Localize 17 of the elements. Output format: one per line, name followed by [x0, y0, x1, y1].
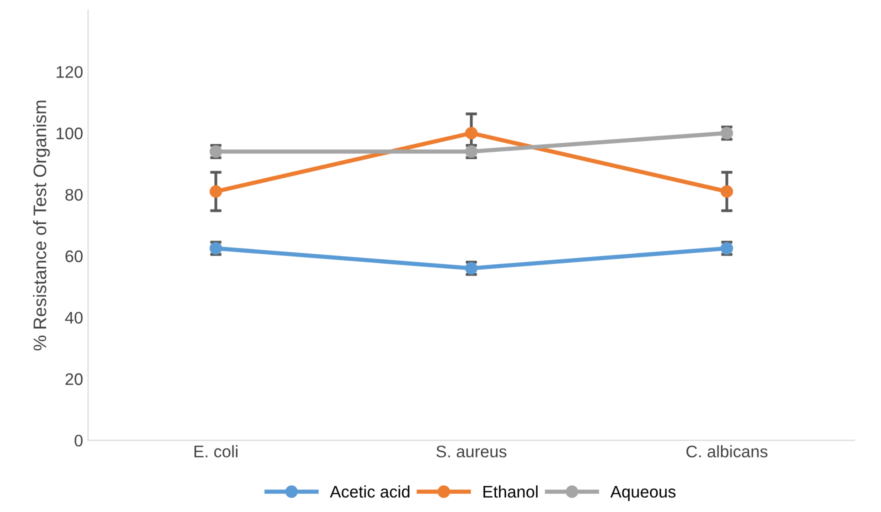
y-tick-label: 0 [74, 434, 83, 447]
y-axis-title: % Resistance of Test Organism [33, 100, 50, 350]
y-tick-label: 80 [65, 188, 83, 201]
y-tick-label: 60 [66, 250, 83, 262]
x-tick-label: C. albicans [686, 445, 768, 458]
y-tick-label: 20 [66, 373, 83, 386]
legend-label: Ethanol [484, 485, 538, 498]
point [210, 185, 222, 198]
legend-label: Acetic acid [330, 485, 410, 498]
point [465, 126, 478, 140]
x-tick-label: S. aureus [436, 446, 506, 458]
y-tick-label: 40 [65, 312, 83, 324]
point [720, 185, 734, 198]
y-tick-label: 100 [56, 128, 83, 140]
y-tick-label: 120 [56, 66, 83, 78]
legend-label: Aqueous [610, 486, 676, 501]
x-tick-label: E. coli [194, 445, 238, 458]
